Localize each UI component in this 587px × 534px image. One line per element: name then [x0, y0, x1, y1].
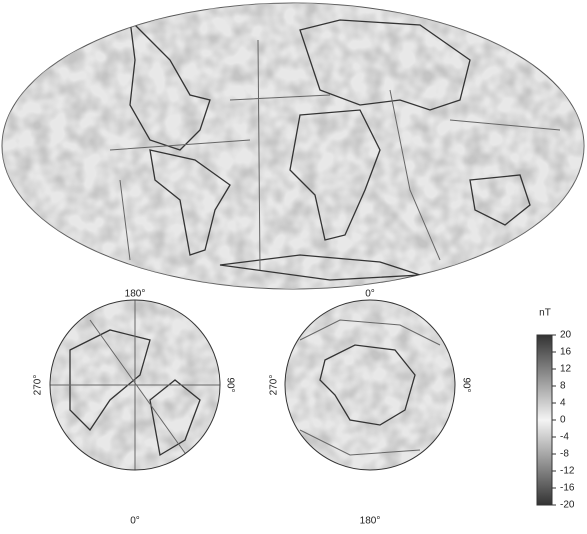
lon-label: 270°	[269, 375, 280, 396]
colorbar-tick-label: -12	[560, 466, 575, 477]
world-map	[0, 0, 587, 292]
colorbar: nT 20 16 12 8 4 0 -4 -8 -12 -16 -20	[537, 308, 575, 511]
figure: 180° 0° 270° 90° 0° 180° 270° 90° nT 20 1…	[0, 0, 587, 529]
colorbar-scale	[537, 335, 552, 505]
lon-label: 270°	[33, 375, 44, 396]
colorbar-tick-label: -8	[560, 449, 569, 460]
colorbar-tick-label: 20	[560, 330, 572, 341]
colorbar-tick-label: 8	[560, 381, 566, 392]
colorbar-tick-label: 0	[560, 415, 566, 426]
colorbar-tick-label: 4	[560, 398, 566, 409]
colorbar-tick-label: -16	[560, 483, 575, 494]
lon-label: 90°	[224, 377, 235, 392]
colorbar-tick-label: 16	[560, 347, 572, 358]
south-polar-map: 0° 180° 270° 90°	[269, 289, 472, 527]
lon-label: 180°	[360, 516, 381, 527]
colorbar-tick-label: -4	[560, 432, 569, 443]
lon-label: 90°	[460, 377, 471, 392]
north-polar-map: 180° 0° 270° 90°	[33, 289, 236, 527]
colorbar-tick-label: -20	[560, 500, 575, 511]
lon-label: 180°	[125, 289, 146, 300]
lon-label: 0°	[130, 516, 140, 527]
colorbar-unit: nT	[539, 308, 551, 319]
colorbar-tick-label: 12	[560, 364, 572, 375]
lon-label: 0°	[365, 289, 375, 300]
